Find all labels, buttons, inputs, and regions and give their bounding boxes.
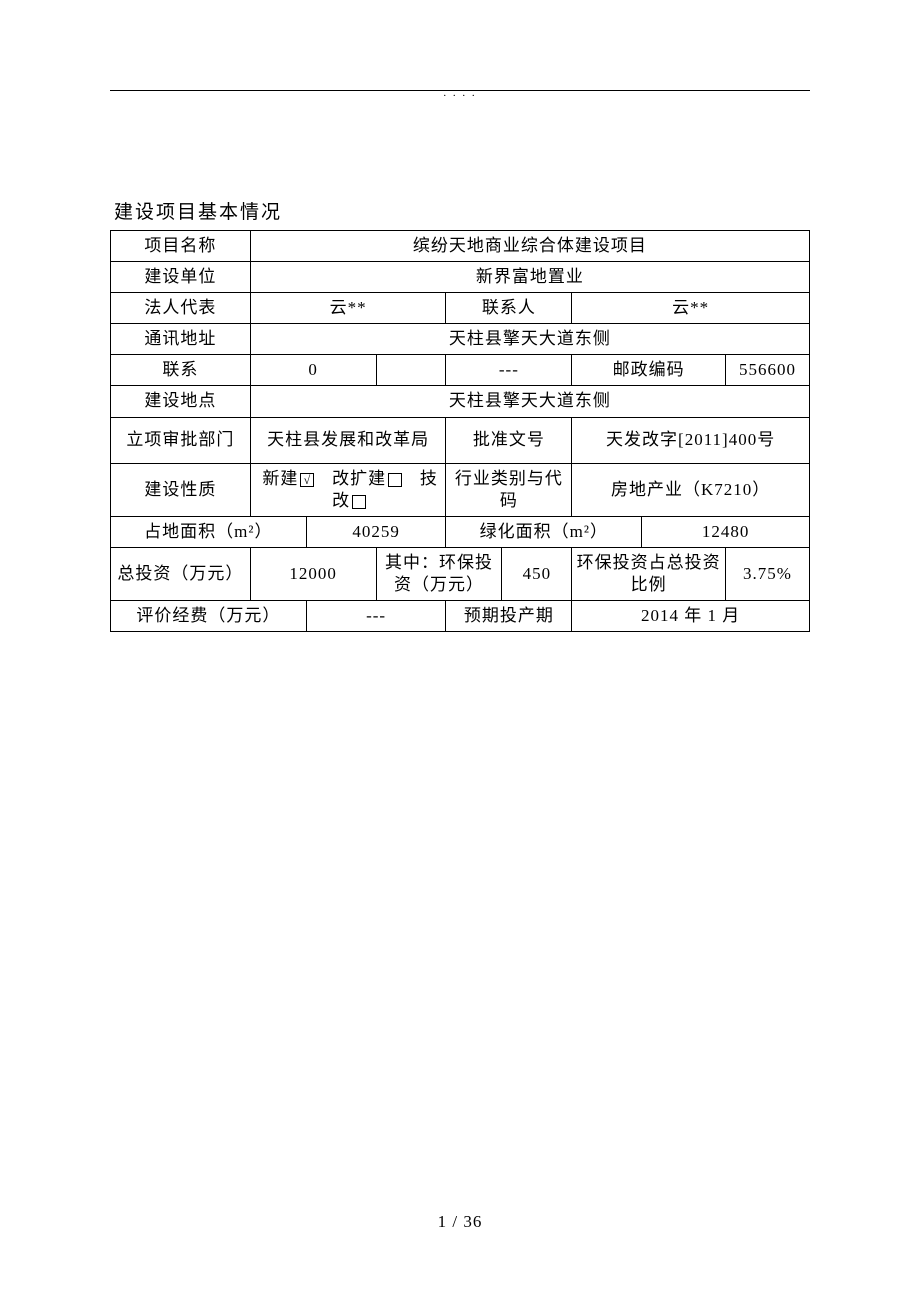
table-row: 建设性质 新建√ 改扩建 技改 行业类别与代码 房地产业（K7210） — [111, 463, 810, 516]
value-fax: --- — [446, 355, 572, 386]
table-row: 总投资（万元） 12000 其中：环保投资（万元） 450 环保投资占总投资比例… — [111, 547, 810, 600]
value-land-area: 40259 — [306, 516, 446, 547]
value-postal-code: 556600 — [726, 355, 810, 386]
checkbox-tech-icon — [352, 495, 366, 509]
value-legal-rep: 云** — [250, 293, 446, 324]
label-total-investment: 总投资（万元） — [111, 547, 251, 600]
value-project-name: 缤纷天地商业综合体建设项目 — [250, 231, 809, 262]
label-env-investment: 其中：环保投资（万元） — [376, 547, 502, 600]
checkbox-new-icon: √ — [300, 473, 314, 487]
value-eval-cost: --- — [306, 601, 446, 632]
label-industry-code: 行业类别与代码 — [446, 463, 572, 516]
value-env-investment: 450 — [502, 547, 572, 600]
label-construction-nature: 建设性质 — [111, 463, 251, 516]
value-construction-unit: 新界富地置业 — [250, 262, 809, 293]
header-rule — [110, 90, 810, 91]
document-page: . . . . 建设项目基本情况 项目名称 缤纷天地商业综合体建设项目 建设单位… — [0, 0, 920, 632]
label-contact: 联系 — [111, 355, 251, 386]
value-construction-site: 天柱县擎天大道东侧 — [250, 386, 809, 417]
project-info-table: 项目名称 缤纷天地商业综合体建设项目 建设单位 新界富地置业 法人代表 云** … — [110, 230, 810, 632]
table-row: 建设单位 新界富地置业 — [111, 262, 810, 293]
section-title: 建设项目基本情况 — [110, 197, 810, 224]
label-approval-no: 批准文号 — [446, 417, 572, 463]
label-contact-person: 联系人 — [446, 293, 572, 324]
value-expected-date: 2014 年 1 月 — [572, 601, 810, 632]
nature-expand-label: 改扩建 — [332, 469, 386, 488]
table-row: 评价经费（万元） --- 预期投产期 2014 年 1 月 — [111, 601, 810, 632]
cell-blank — [376, 355, 446, 386]
label-construction-site: 建设地点 — [111, 386, 251, 417]
label-green-area: 绿化面积（m²） — [446, 516, 642, 547]
label-project-name: 项目名称 — [111, 231, 251, 262]
label-approval-dept: 立项审批部门 — [111, 417, 251, 463]
value-total-investment: 12000 — [250, 547, 376, 600]
label-expected-date: 预期投产期 — [446, 601, 572, 632]
table-row: 立项审批部门 天柱县发展和改革局 批准文号 天发改字[2011]400号 — [111, 417, 810, 463]
value-contact-person: 云** — [572, 293, 810, 324]
table-row: 项目名称 缤纷天地商业综合体建设项目 — [111, 231, 810, 262]
label-env-ratio: 环保投资占总投资比例 — [572, 547, 726, 600]
table-row: 占地面积（m²） 40259 绿化面积（m²） 12480 — [111, 516, 810, 547]
nature-new-label: 新建 — [262, 469, 298, 488]
checkbox-expand-icon — [388, 473, 402, 487]
value-industry-code: 房地产业（K7210） — [572, 463, 810, 516]
label-construction-unit: 建设单位 — [111, 262, 251, 293]
value-mailing-address: 天柱县擎天大道东侧 — [250, 324, 809, 355]
page-number: 1 / 36 — [0, 1212, 920, 1232]
value-contact: 0 — [250, 355, 376, 386]
table-row: 联系 0 --- 邮政编码 556600 — [111, 355, 810, 386]
label-legal-rep: 法人代表 — [111, 293, 251, 324]
label-land-area: 占地面积（m²） — [111, 516, 307, 547]
value-construction-nature: 新建√ 改扩建 技改 — [250, 463, 446, 516]
value-green-area: 12480 — [642, 516, 810, 547]
value-approval-no: 天发改字[2011]400号 — [572, 417, 810, 463]
table-row: 建设地点 天柱县擎天大道东侧 — [111, 386, 810, 417]
value-env-ratio: 3.75% — [726, 547, 810, 600]
value-approval-dept: 天柱县发展和改革局 — [250, 417, 446, 463]
label-mailing-address: 通讯地址 — [111, 324, 251, 355]
header-dots: . . . . — [110, 87, 810, 97]
label-eval-cost: 评价经费（万元） — [111, 601, 307, 632]
label-postal-code: 邮政编码 — [572, 355, 726, 386]
table-row: 通讯地址 天柱县擎天大道东侧 — [111, 324, 810, 355]
table-row: 法人代表 云** 联系人 云** — [111, 293, 810, 324]
